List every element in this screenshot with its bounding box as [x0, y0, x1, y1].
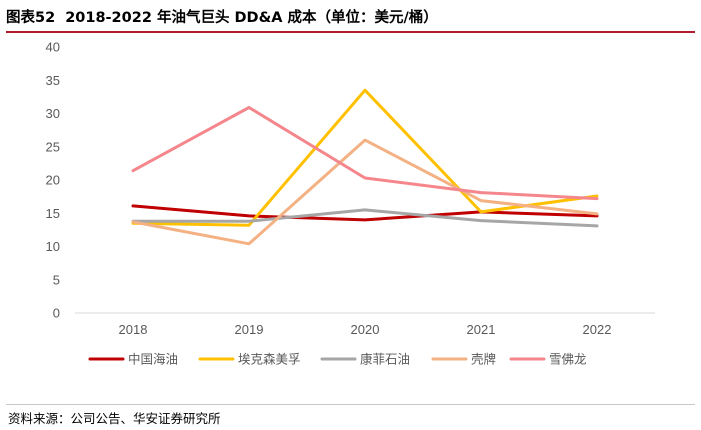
header-rule — [6, 31, 695, 33]
series-line-2 — [131, 208, 599, 228]
legend-label: 中国海油 — [128, 352, 178, 367]
figure-label: 图表52 — [6, 10, 56, 26]
x-tick-label: 2021 — [467, 322, 496, 337]
y-axis: 0 5 10 15 20 25 30 35 40 — [46, 40, 60, 321]
legend-label: 康菲石油 — [360, 352, 410, 367]
footer-rule — [6, 404, 695, 405]
series-line-0 — [131, 204, 599, 222]
legend: 中国海油 埃克森美孚 康菲石油 壳牌 雪佛龙 — [88, 352, 587, 367]
y-tick-label: 25 — [46, 139, 60, 154]
y-tick-label: 40 — [46, 40, 60, 55]
source-note: 资料来源：公司公告、华安证券研究所 — [8, 411, 221, 426]
legend-label: 埃克森美孚 — [238, 352, 301, 367]
x-tick-label: 2018 — [119, 322, 148, 337]
y-tick-label: 5 — [53, 272, 60, 287]
legend-label: 雪佛龙 — [549, 352, 587, 367]
x-tick-label: 2022 — [583, 322, 612, 337]
y-tick-label: 35 — [46, 73, 60, 88]
series-line-3 — [131, 138, 599, 246]
x-tick-label: 2019 — [235, 322, 264, 337]
y-tick-label: 0 — [53, 306, 60, 321]
series-line-4 — [131, 106, 599, 201]
y-tick-label: 10 — [46, 239, 60, 254]
legend-label: 壳牌 — [471, 352, 496, 367]
line-chart: 0 5 10 15 20 25 30 35 40 2018 2019 2020 2021 2022 中国… — [46, 40, 655, 367]
figure-title: 2018-2022 年油气巨头 DD&A 成本（单位：美元/桶） — [65, 10, 438, 26]
figure-caption: 图表52 2018-2022 年油气巨头 DD&A 成本（单位：美元/桶） — [6, 6, 438, 27]
series-lines — [131, 88, 599, 246]
y-tick-label: 20 — [46, 173, 60, 188]
series-line-1 — [131, 88, 599, 227]
y-tick-label: 30 — [46, 106, 60, 121]
x-tick-label: 2020 — [351, 322, 380, 337]
y-tick-label: 15 — [46, 206, 60, 221]
x-axis: 2018 2019 2020 2021 2022 — [75, 312, 655, 337]
